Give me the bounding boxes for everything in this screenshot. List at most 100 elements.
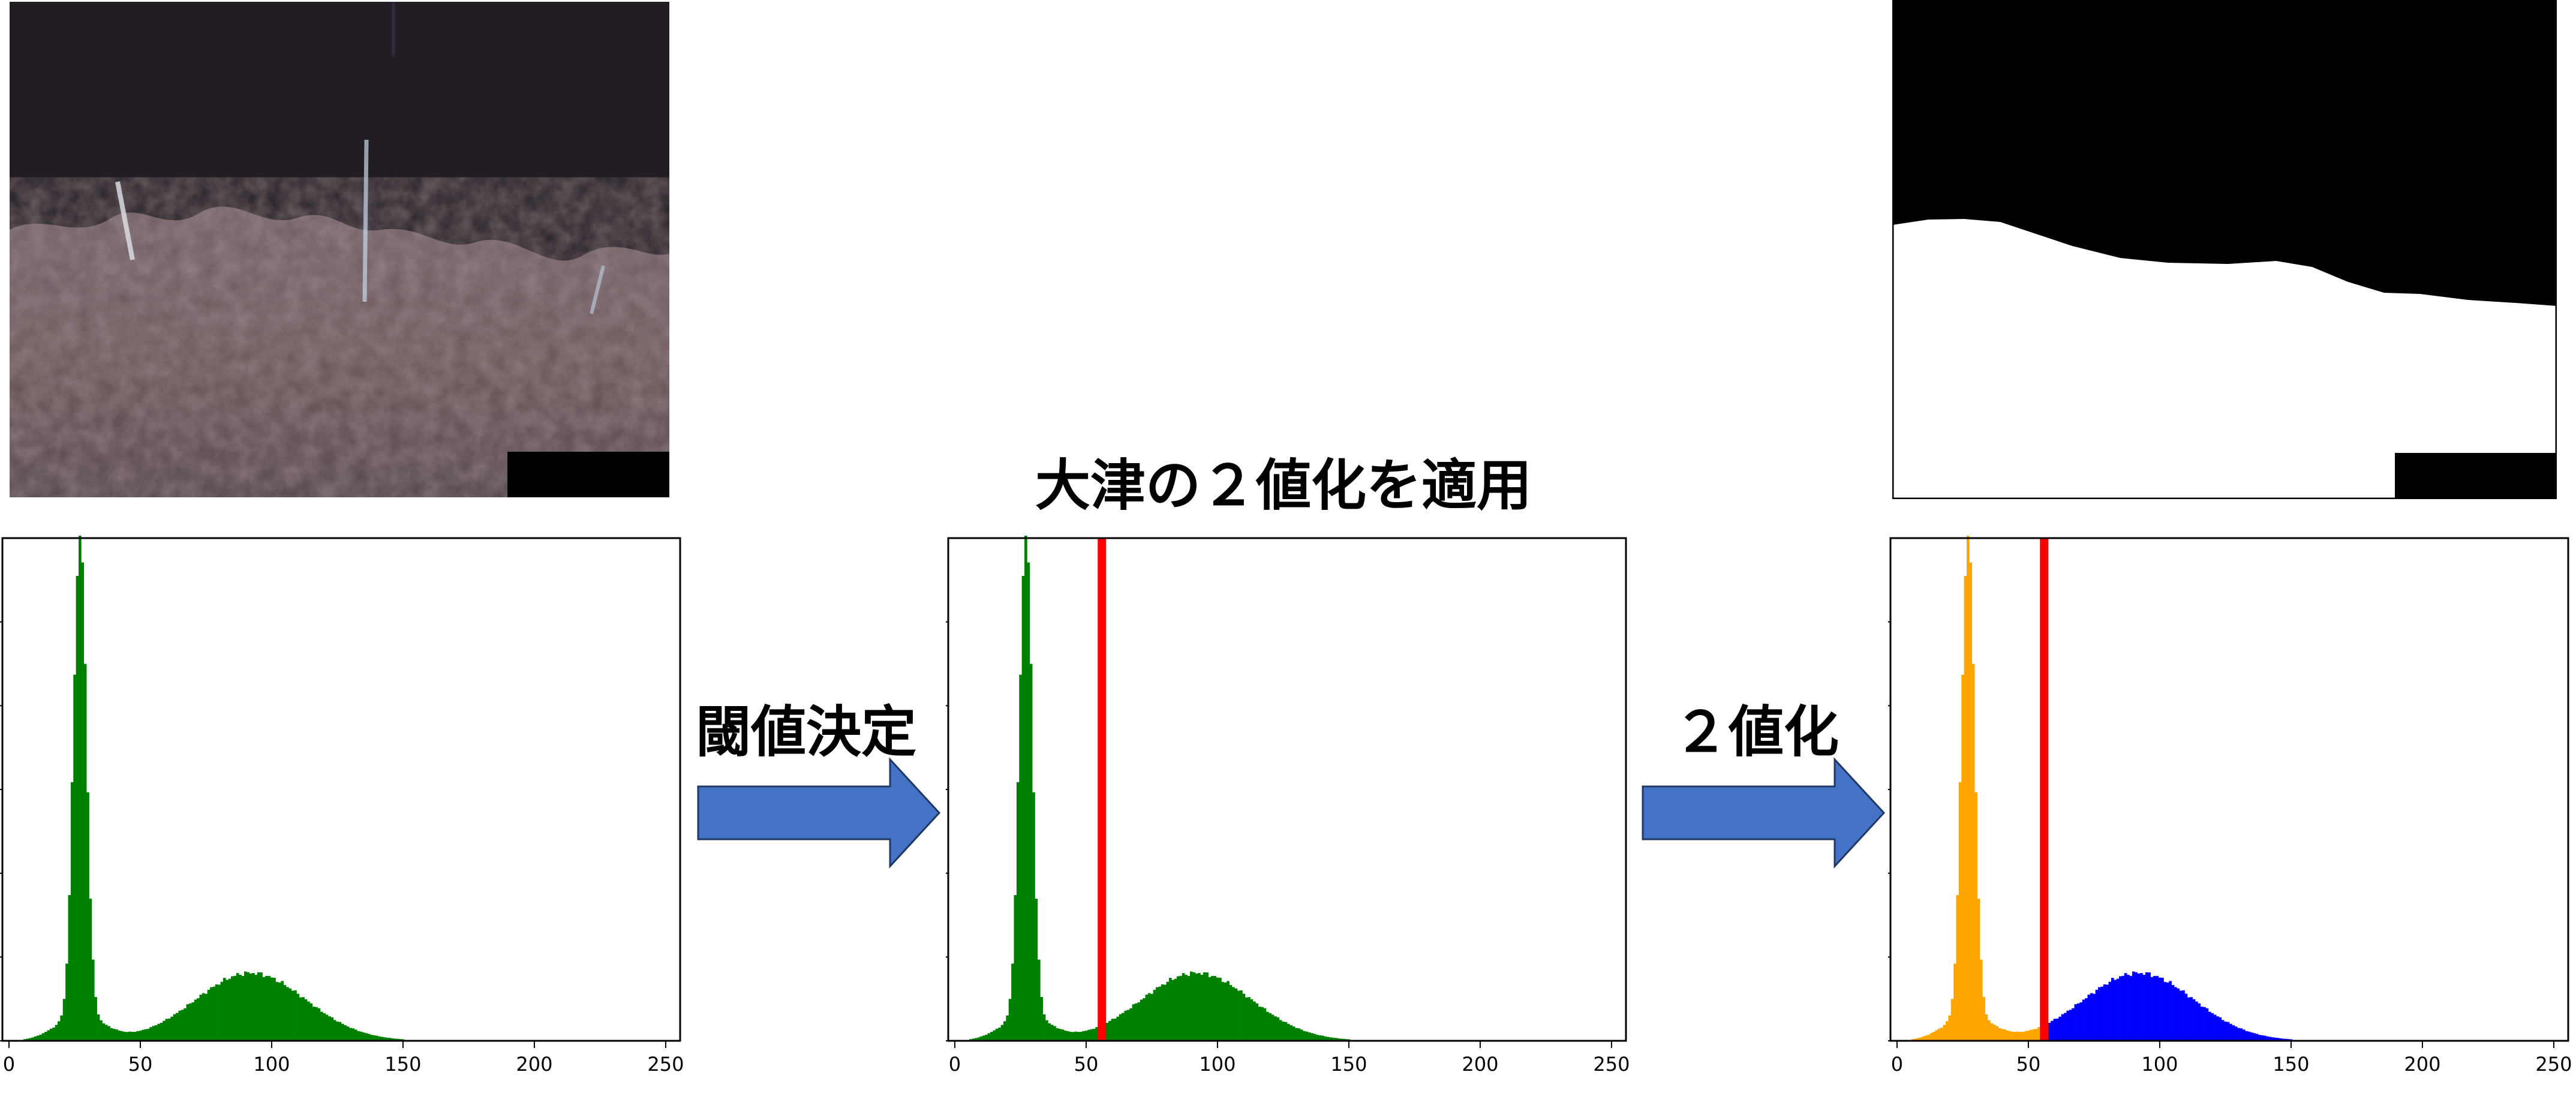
histogram-bar [41, 1033, 45, 1041]
histogram-bar [194, 999, 197, 1041]
histogram-bar [1979, 959, 1983, 1041]
histogram-bar [1124, 1010, 1128, 1041]
histogram-bar [2229, 1023, 2232, 1041]
histogram-bar [1240, 990, 1243, 1041]
histogram-bar [262, 977, 266, 1041]
histogram-bar [1145, 995, 1149, 1041]
histogram-bar [104, 1025, 108, 1041]
histogram-bar [2072, 1008, 2075, 1041]
histogram-bar [1992, 1025, 1996, 1041]
histogram-bar [228, 978, 232, 1041]
threshold-step-label: 閾値決定 [696, 700, 917, 764]
histogram-bar [1143, 998, 1146, 1041]
binarized-mask-svg [1892, 0, 2557, 499]
histogram-bar [2093, 993, 2096, 1041]
histogram-bar [2140, 973, 2143, 1041]
histogram-bar [2114, 980, 2117, 1041]
x-tick-label: 150 [2273, 1053, 2309, 1076]
histogram-bar [1339, 1038, 1343, 1041]
histogram-bar [1929, 1033, 1933, 1041]
histogram-bar [391, 1038, 394, 1041]
histogram-bar [2032, 1029, 2036, 1041]
right-arrow-icon [696, 757, 942, 869]
histogram-bar [2129, 975, 2133, 1041]
histogram-bar [1077, 1032, 1080, 1041]
histogram-bar [296, 993, 300, 1041]
histogram-bar [178, 1010, 182, 1041]
histogram-bar [359, 1031, 363, 1041]
histogram-bar [1147, 993, 1151, 1041]
histogram-bar [184, 1008, 187, 1041]
histogram-bar [315, 1007, 318, 1041]
source-image [10, 2, 669, 497]
histogram-bar [1964, 576, 1967, 1041]
histogram-bar [2177, 988, 2180, 1041]
histogram-bar [2024, 1031, 2028, 1041]
histogram-bar [1974, 792, 1977, 1041]
histogram-bar [257, 972, 260, 1041]
histogram-bar [125, 1032, 129, 1041]
histogram-bar [1297, 1028, 1301, 1041]
histogram-bar [226, 980, 229, 1041]
histogram-bar [344, 1025, 347, 1041]
histogram-bar [1158, 986, 1162, 1041]
histogram-threshold-svg: 0 50 100 150 200 250 [946, 536, 1630, 1076]
histogram-bar [302, 997, 305, 1041]
histogram-bar [2095, 989, 2099, 1041]
histogram-bar [1079, 1032, 1083, 1041]
histogram-bar [1000, 1025, 1004, 1041]
histogram-bar [181, 1010, 184, 1041]
histogram-bar [1082, 1031, 1086, 1041]
histogram-bar [317, 1008, 321, 1041]
histogram-bar [1040, 996, 1043, 1041]
histogram-bar [2284, 1038, 2288, 1041]
histogram-bar [974, 1038, 978, 1041]
histogram-bar [1168, 978, 1172, 1041]
histogram-bar [81, 562, 85, 1041]
histogram-bar [2066, 1010, 2070, 1041]
histogram-bar [144, 1029, 148, 1041]
histogram-bar [993, 1030, 996, 1041]
histogram-bar [2234, 1026, 2238, 1041]
histogram-bar [1237, 990, 1240, 1041]
histogram-bar [2187, 997, 2190, 1041]
histogram-bar [128, 1031, 131, 1041]
histogram-bar [1019, 674, 1022, 1041]
histogram-bar [212, 986, 216, 1041]
histogram-bar [123, 1031, 127, 1041]
histogram-bar [139, 1031, 142, 1041]
histogram-bar [2121, 975, 2125, 1041]
histogram-bar [299, 997, 302, 1041]
histogram-bar [1310, 1033, 1314, 1041]
histogram-bar [2221, 1020, 2225, 1041]
histogram-original-svg: 0 50 100 150 200 250 [0, 536, 684, 1076]
x-tick-label: 100 [253, 1053, 290, 1076]
histogram-bar [338, 1022, 342, 1041]
histogram-bar [79, 536, 82, 1041]
histogram-bar [2055, 1018, 2059, 1041]
histogram-bar [1166, 981, 1170, 1041]
histogram-bar [2279, 1038, 2282, 1041]
histogram-bar [1008, 999, 1012, 1041]
histogram-bar [2282, 1038, 2285, 1041]
histogram-bar [1224, 982, 1227, 1041]
x-tick-label: 200 [2404, 1053, 2440, 1076]
histogram-bar [1206, 972, 1209, 1041]
histogram-bar [1242, 993, 1246, 1041]
histogram-bar [1269, 1013, 1272, 1041]
histogram-bar [357, 1031, 360, 1041]
histogram-bar [2258, 1035, 2261, 1041]
histogram-bar [70, 782, 74, 1041]
histogram-bar [49, 1028, 53, 1041]
histogram-bar [1990, 1023, 1994, 1041]
histogram-bar [1174, 978, 1177, 1041]
histogram-bar [1027, 562, 1030, 1041]
histogram-bar [1105, 1022, 1109, 1041]
x-tick-label: 250 [647, 1053, 684, 1076]
histogram-bar [160, 1022, 163, 1041]
histogram-bar [65, 963, 68, 1041]
histogram-bar [1150, 993, 1153, 1041]
histogram-bar [1940, 1027, 1943, 1041]
x-tick-label: 50 [128, 1053, 153, 1076]
histogram-bar [2137, 973, 2141, 1041]
